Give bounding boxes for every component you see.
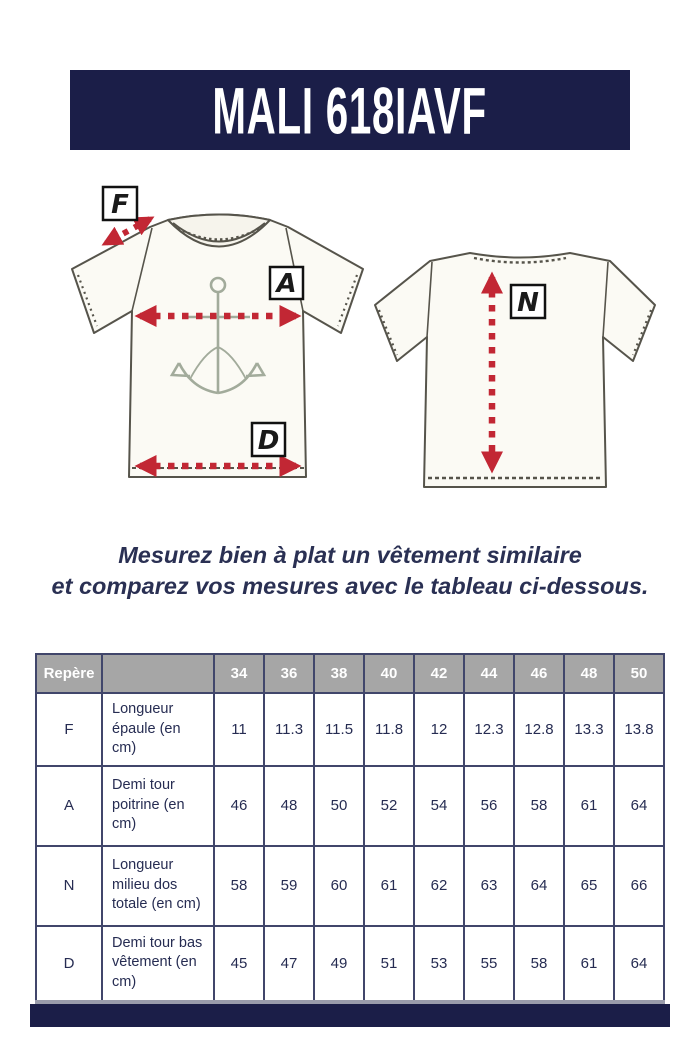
cell-value: 52 — [363, 764, 415, 847]
measurement-diagram: F A D N — [71, 185, 656, 488]
cell-value: 61 — [563, 764, 615, 847]
row-label: Demi tour poitrine (en cm) — [101, 764, 215, 847]
size-table-body: F Longueur épaule (en cm) 11 11.3 11.5 11.8 12… — [35, 692, 665, 1003]
measure-labels: F A D N — [101, 185, 547, 458]
col-header-repere: Repère — [35, 653, 103, 694]
col-header-size: 44 — [463, 653, 515, 694]
cell-value: 46 — [213, 764, 265, 847]
label-F: F — [111, 190, 129, 220]
cell-value: 12 — [413, 692, 465, 767]
row-code: A — [35, 764, 103, 847]
cell-value: 49 — [313, 924, 365, 1003]
size-table-header: Repère 34 36 38 40 42 44 46 48 50 — [35, 653, 665, 694]
table-row: D Demi tour bas vêtement (en cm) 45 47 49 51 5… — [35, 924, 665, 1003]
cell-value: 66 — [613, 844, 665, 927]
cell-value: 64 — [613, 924, 665, 1003]
table-row: A Demi tour poitrine (en cm) 46 48 50 52 54 56 5… — [35, 764, 665, 847]
row-code: F — [35, 692, 103, 767]
measure-arrows — [101, 216, 504, 478]
cell-value: 58 — [513, 924, 565, 1003]
size-table: Repère 34 36 38 40 42 44 46 48 50 F Longueur épaul… — [35, 653, 665, 1004]
table-row: N Longueur milieu dos totale (en cm) 58 59 6… — [35, 844, 665, 927]
page-title: MALI 618IAVF — [212, 72, 488, 148]
label-N: N — [517, 288, 539, 318]
cell-value: 61 — [563, 924, 615, 1003]
cell-value: 12.3 — [463, 692, 515, 767]
cell-value: 11.5 — [313, 692, 365, 767]
row-code: N — [35, 844, 103, 927]
col-header-size: 36 — [263, 653, 315, 694]
col-header-size: 48 — [563, 653, 615, 694]
cell-value: 13.3 — [563, 692, 615, 767]
cell-value: 12.8 — [513, 692, 565, 767]
row-label: Longueur épaule (en cm) — [101, 692, 215, 767]
measuring-instructions: Mesurez bien à plat un vêtement similair… — [0, 540, 700, 602]
col-header-size: 46 — [513, 653, 565, 694]
cell-value: 48 — [263, 764, 315, 847]
cell-value: 64 — [513, 844, 565, 927]
label-A: A — [274, 269, 296, 299]
row-label: Longueur milieu dos totale (en cm) — [101, 844, 215, 927]
cell-value: 58 — [213, 844, 265, 927]
cell-value: 55 — [463, 924, 515, 1003]
label-D: D — [258, 426, 280, 456]
footer-bar — [30, 1004, 670, 1027]
cell-value: 64 — [613, 764, 665, 847]
cell-value: 62 — [413, 844, 465, 927]
cell-value: 63 — [463, 844, 515, 927]
cell-value: 59 — [263, 844, 315, 927]
cell-value: 53 — [413, 924, 465, 1003]
cell-value: 54 — [413, 764, 465, 847]
col-header-size: 38 — [313, 653, 365, 694]
instructions-line2: et comparez vos mesures avec le tableau … — [51, 573, 649, 600]
title-banner: MALI 618IAVF — [70, 70, 630, 150]
cell-value: 56 — [463, 764, 515, 847]
cell-value: 11.3 — [263, 692, 315, 767]
cell-value: 47 — [263, 924, 315, 1003]
tshirt-back-illustration — [374, 252, 656, 488]
instructions-line1: Mesurez bien à plat un vêtement similair… — [118, 542, 582, 568]
cell-value: 51 — [363, 924, 415, 1003]
cell-value: 13.8 — [613, 692, 665, 767]
table-row: F Longueur épaule (en cm) 11 11.3 11.5 11.8 12… — [35, 692, 665, 767]
col-header-size: 42 — [413, 653, 465, 694]
cell-value: 58 — [513, 764, 565, 847]
arrow-F — [101, 216, 155, 246]
col-header-size: 40 — [363, 653, 415, 694]
cell-value: 45 — [213, 924, 265, 1003]
row-code: D — [35, 924, 103, 1003]
row-label: Demi tour bas vêtement (en cm) — [101, 924, 215, 1003]
col-header-size: 34 — [213, 653, 265, 694]
col-header-label — [101, 653, 215, 694]
cell-value: 50 — [313, 764, 365, 847]
cell-value: 60 — [313, 844, 365, 927]
cell-value: 65 — [563, 844, 615, 927]
cell-value: 11.8 — [363, 692, 415, 767]
cell-value: 11 — [213, 692, 265, 767]
col-header-size: 50 — [613, 653, 665, 694]
cell-value: 61 — [363, 844, 415, 927]
